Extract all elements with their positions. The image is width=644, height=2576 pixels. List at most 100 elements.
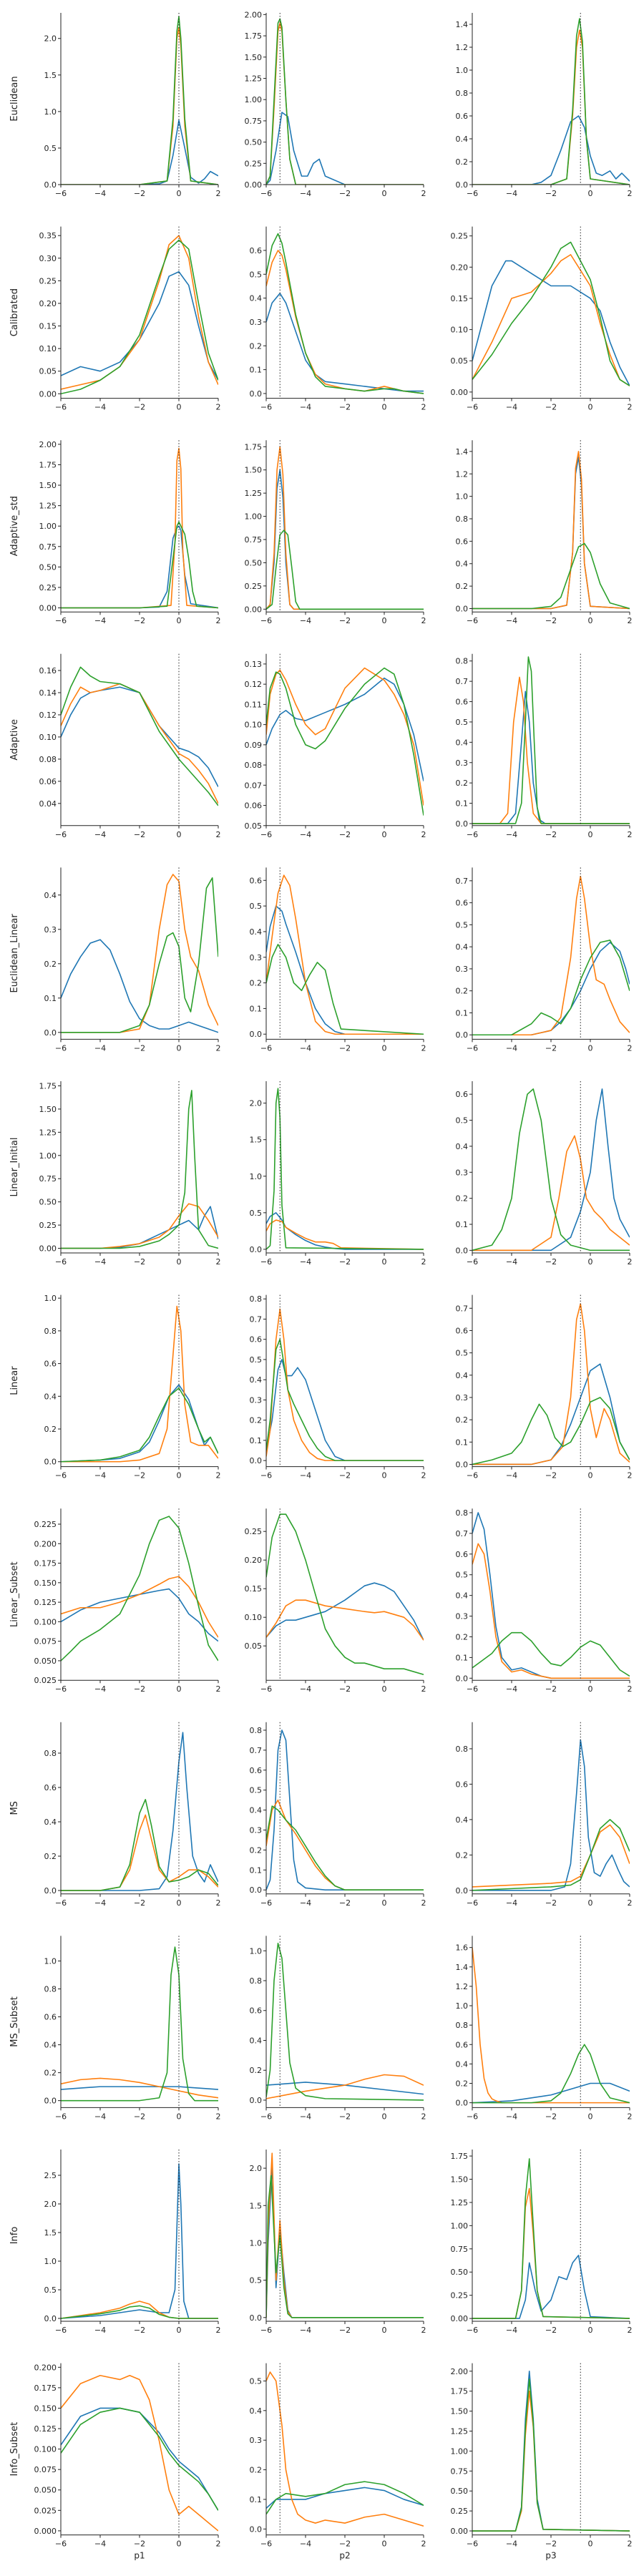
y-tick-label: 0.0	[44, 2097, 57, 2106]
y-tick-label: 0.1	[250, 366, 263, 375]
y-tick-label: 1.00	[451, 2221, 469, 2230]
y-tick-label: 0.2	[456, 1850, 469, 1860]
x-tick-label: −4	[94, 1898, 106, 1908]
y-tick-label: 0.50	[39, 1198, 57, 1207]
x-tick-label: −2	[545, 616, 557, 625]
series-line-green	[472, 2044, 630, 2104]
panel: −6 −4 −2 0 2 0.0 0.2 0.4 0.6 0.8 1.0	[44, 1294, 221, 1480]
y-tick-label: 0.13	[245, 660, 263, 669]
x-tick-label: 0	[177, 616, 182, 625]
y-tick-label: 0.75	[451, 2245, 469, 2254]
x-tick-label: −2	[339, 1684, 351, 1694]
series-line-blue	[472, 260, 630, 386]
x-tick-label: 2	[216, 2326, 221, 2335]
y-tick-label: 1.0	[250, 2238, 263, 2248]
x-tick-label: −6	[467, 1471, 478, 1480]
y-tick-label: 0.5	[456, 718, 469, 727]
series-line-green	[61, 2407, 218, 2511]
y-tick-label: 0.4	[456, 1815, 469, 1825]
y-tick-label: 0.4	[456, 1142, 469, 1151]
y-tick-label: 0.5	[250, 1209, 263, 1218]
x-tick-label: −2	[545, 1471, 557, 1480]
x-tick-label: −4	[300, 1043, 311, 1053]
x-tick-label: −4	[300, 616, 311, 625]
panel: −6 −4 −2 0 2 0.0 0.1 0.2 0.3 0.4 0.5 0.6	[456, 1081, 633, 1267]
panel: −6 −4 −2 0 2 0.0 0.2 0.4 0.6 0.8 1.0	[44, 1936, 221, 2121]
x-tick-label: −4	[94, 1043, 106, 1053]
y-tick-label: 0.75	[39, 542, 57, 552]
x-tick-label: 0	[588, 1684, 593, 1694]
panel: −6 −4 −2 0 2 0.0 0.5 1.0 1.5 2.0	[250, 1081, 426, 1267]
y-tick-label: 0.025	[34, 2506, 57, 2515]
y-tick-label: 0.6	[44, 2013, 57, 2022]
panel: −6 −4 −2 0 2 0.00 0.25 0.50 0.75 1.00 1.25 1.50 1.75…	[39, 440, 221, 625]
x-tick-label: −2	[134, 1257, 145, 1267]
y-tick-label: 0.00	[451, 388, 469, 397]
x-tick-label: −4	[94, 403, 106, 412]
y-tick-label: 0.35	[39, 231, 57, 240]
panel: −6 −4 −2 0 2 0.0 0.1 0.2 0.3 0.4 0.5 0.6 0.7	[456, 867, 633, 1053]
x-tick-label: 2	[421, 1257, 426, 1267]
series-line-orange	[472, 1824, 630, 1888]
series-line-green	[266, 1805, 424, 1891]
x-tick-label: 2	[628, 189, 633, 198]
x-tick-label: 2	[216, 189, 221, 198]
x-tick-label: −2	[134, 1471, 145, 1480]
series-line-green	[266, 1943, 424, 2101]
row-label: Linear	[9, 1366, 20, 1395]
x-tick-label: 2	[421, 616, 426, 625]
y-tick-label: 0.05	[39, 367, 57, 376]
series-line-green	[61, 521, 218, 609]
series-line-blue	[472, 1739, 630, 1891]
x-tick-label: −2	[134, 189, 145, 198]
y-tick-label: 0.16	[39, 666, 57, 675]
y-tick-label: 0.11	[245, 700, 263, 709]
x-tick-label: −2	[545, 1043, 557, 1053]
series-line-blue	[61, 1588, 218, 1642]
x-tick-label: 2	[628, 1043, 633, 1053]
row-label: Euclidean	[9, 76, 20, 121]
series-line-green	[472, 542, 630, 610]
y-tick-label: 1.75	[39, 1081, 57, 1091]
y-tick-label: 0.0	[456, 180, 469, 190]
y-tick-label: 1.4	[456, 20, 469, 29]
y-tick-label: 1.00	[245, 512, 263, 522]
y-tick-label: 0.025	[34, 1676, 57, 1685]
x-tick-label: 0	[177, 1257, 182, 1267]
y-tick-label: 0.3	[44, 925, 57, 935]
y-tick-label: 1.75	[39, 460, 57, 469]
series-line-blue	[472, 2082, 630, 2104]
y-tick-label: 0.06	[39, 777, 57, 786]
panel: −6 −4 −2 0 2 0.0 0.2 0.4 0.6 0.8 1.0 1.2 1.4	[456, 440, 633, 625]
y-tick-label: 0.000	[34, 2527, 57, 2536]
x-tick-label: 0	[177, 403, 182, 412]
y-tick-label: 0.5	[456, 920, 469, 930]
y-tick-label: 1.50	[39, 1105, 57, 1114]
series-line-orange	[472, 451, 630, 610]
y-tick-label: 1.25	[245, 74, 263, 83]
y-tick-label: 0.50	[245, 558, 263, 567]
series-line-green	[61, 1799, 218, 1891]
x-tick-label: 0	[588, 1257, 593, 1267]
x-tick-label: −6	[55, 1898, 67, 1908]
y-tick-label: 0.1	[456, 1220, 469, 1229]
y-tick-label: 0.1	[44, 994, 57, 1003]
x-tick-label: −4	[506, 616, 517, 625]
row-label: Linear_Initial	[9, 1138, 20, 1197]
y-tick-label: 0.4	[250, 2036, 263, 2045]
x-tick-label: −2	[134, 2112, 145, 2121]
series-line-blue	[266, 1359, 424, 1461]
y-tick-label: 0.2	[456, 987, 469, 996]
series-line-blue	[61, 686, 218, 787]
series-line-blue	[61, 1206, 218, 1249]
y-tick-label: 0.7	[456, 677, 469, 686]
x-tick-label: −4	[300, 1257, 311, 1267]
y-tick-label: 0.75	[39, 1174, 57, 1184]
panel: −6 −4 −2 0 2 0.0 0.2 0.4 0.6 0.8	[456, 1722, 633, 1908]
x-tick-label: −2	[339, 2112, 351, 2121]
x-tick-label: −4	[506, 1898, 517, 1908]
y-tick-label: 0.6	[456, 112, 469, 121]
series-line-orange	[61, 447, 218, 609]
x-tick-label: 2	[628, 1684, 633, 1694]
y-tick-label: 0.50	[451, 2268, 469, 2277]
